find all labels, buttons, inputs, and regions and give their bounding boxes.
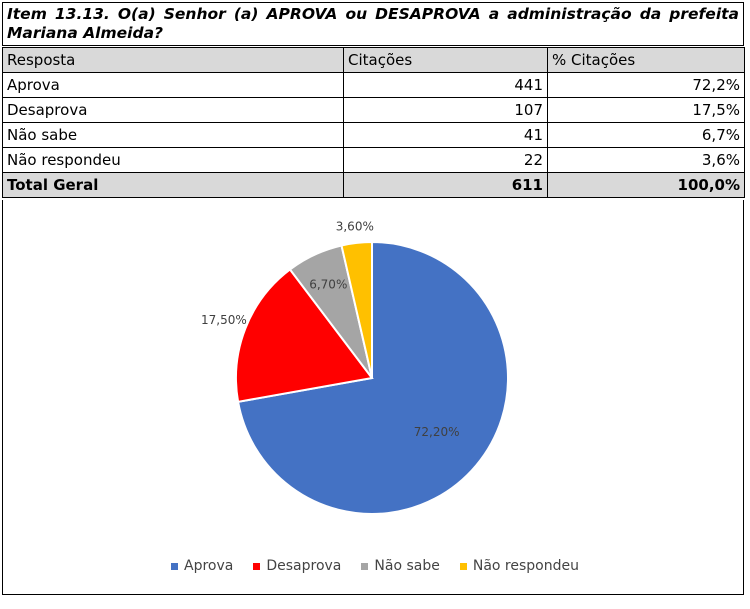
legend-label: Desaprova (266, 558, 342, 574)
header-pct-citacoes: % Citações (547, 47, 745, 73)
legend-swatch (459, 562, 467, 570)
row-pct: 6,7% (547, 122, 745, 148)
legend-label: Aprova (184, 558, 234, 574)
row-citacoes: 107 (343, 97, 548, 123)
results-table: Resposta Citações % Citações Aprova 441 … (2, 47, 745, 198)
legend-swatch (361, 562, 369, 570)
pie-data-label: 6,70% (309, 277, 347, 291)
item-title: Item 13.13. O(a) Senhor (a) APROVA ou DE… (2, 2, 744, 46)
pie-data-label: 72,20% (414, 425, 460, 439)
total-pct: 100,0% (547, 172, 745, 198)
legend-item: Não sabe (361, 558, 440, 574)
legend-item: Aprova (171, 558, 233, 574)
legend-swatch (253, 562, 261, 570)
table-total-row: Total Geral 611 100,0% (2, 172, 745, 198)
chart-frame (2, 200, 744, 595)
table-row: Não respondeu 22 3,6% (2, 147, 745, 173)
table-row: Aprova 441 72,2% (2, 72, 745, 98)
total-resposta: Total Geral (2, 172, 344, 198)
pie-data-label: 3,60% (336, 220, 374, 234)
row-pct: 3,6% (547, 147, 745, 173)
table-header-row: Resposta Citações % Citações (2, 47, 745, 73)
row-citacoes: 22 (343, 147, 548, 173)
legend-swatch (171, 562, 179, 570)
chart-legend: Aprova Desaprova Não sabe Não respondeu (0, 558, 750, 574)
legend-label: Não respondeu (472, 558, 579, 574)
total-citacoes: 611 (343, 172, 548, 198)
legend-label: Não sabe (374, 558, 440, 574)
pie-data-label: 17,50% (201, 313, 247, 327)
legend-item: Desaprova (253, 558, 341, 574)
legend-item: Não respondeu (459, 558, 579, 574)
row-pct: 17,5% (547, 97, 745, 123)
pie-slice-2 (235, 268, 374, 403)
header-resposta: Resposta (2, 47, 344, 73)
pie-slice-4 (340, 240, 373, 379)
row-resposta: Não sabe (2, 122, 344, 148)
row-pct: 72,2% (547, 72, 745, 98)
row-citacoes: 441 (343, 72, 548, 98)
